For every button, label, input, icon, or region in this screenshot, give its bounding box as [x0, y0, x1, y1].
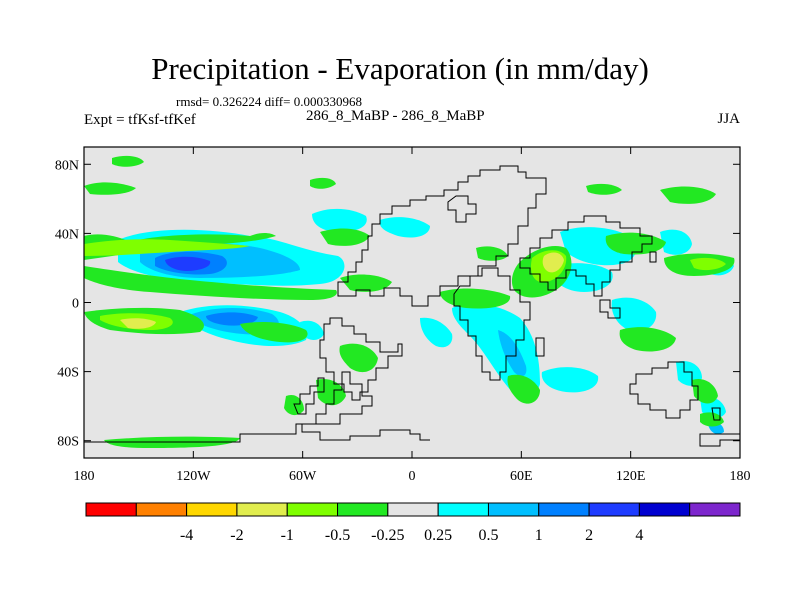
outline-antarctica-east — [699, 433, 740, 447]
colorbar-label: 0.25 — [424, 527, 452, 544]
lon-tick-label: 120E — [616, 469, 646, 484]
green-arctic-patch — [586, 183, 622, 195]
season-label: JJA — [717, 111, 740, 127]
green-pacific-northwest — [660, 186, 716, 204]
colorbar-swatch — [588, 502, 640, 517]
lat-tick-label: 40N — [55, 227, 79, 242]
outline-antarctic-peninsula — [293, 377, 325, 415]
colorbar-label: 1 — [535, 527, 543, 544]
outline-antarctica — [84, 371, 430, 443]
lon-tick-label: 60W — [289, 469, 317, 484]
lon-tick-label: 60E — [510, 469, 533, 484]
colorbar-swatch — [437, 502, 489, 517]
navy-pacific-north-core — [165, 256, 211, 271]
blue-indian-ocean — [498, 330, 527, 377]
colorbar-swatch — [85, 502, 137, 517]
colorbar-label: -4 — [180, 527, 193, 544]
lon-tick-label: 0 — [409, 469, 416, 484]
cyan-east-asia-patch — [660, 229, 692, 255]
green-north-atlantic-patch — [84, 182, 136, 195]
outline-greenland — [447, 195, 477, 223]
longitude-axis: 180 120W 60W 0 60E 120E 180 — [74, 147, 751, 484]
colorbar-label: -1 — [281, 527, 294, 544]
outline-north-america — [337, 165, 547, 307]
outline-japan — [649, 251, 657, 263]
experiment-label: Expt = tfKsf-tfKef — [84, 112, 196, 128]
lon-tick-label: 180 — [730, 469, 751, 484]
green-north-atlantic-patch-2 — [112, 155, 144, 167]
rmsd-diff-stats: rmsd= 0.326224 diff= 0.000330968 — [176, 94, 362, 109]
colorbar-label: 2 — [585, 527, 593, 544]
latitude-axis: 80N 40N 0 40S 80S — [55, 158, 740, 450]
green-africa-band — [440, 288, 511, 309]
lat-tick-label: 80S — [57, 435, 79, 450]
green-southern-ocean-east — [700, 412, 724, 427]
colorbar-swatch — [538, 502, 590, 517]
colorbar-swatch — [689, 502, 741, 517]
lime-north-pacific — [150, 241, 198, 250]
cyan-south-indian — [541, 367, 599, 393]
outline-africa — [453, 267, 531, 381]
outline-australia — [629, 361, 699, 419]
outline-new-zealand — [711, 407, 721, 421]
green-atlantic-tropical — [340, 274, 392, 292]
lat-tick-label: 40S — [57, 366, 79, 381]
green-east-asia — [605, 232, 666, 255]
colorbar-labels: -4 -2 -1 -0.5 -0.25 0.25 0.5 1 2 4 — [180, 527, 643, 544]
yellowgreen-tropical-south-core — [120, 318, 156, 329]
colorbar-swatch — [387, 502, 439, 517]
colorbar-label: 0.5 — [478, 527, 498, 544]
green-pacific-southwest — [619, 327, 676, 352]
outline-south-america — [319, 317, 403, 401]
map-plot-area — [84, 147, 740, 458]
colorbar-label: 4 — [635, 527, 643, 544]
colorbar-swatch — [286, 502, 339, 517]
colorbar-label: -0.5 — [325, 527, 350, 544]
green-north-atlantic-patch-3 — [310, 177, 336, 189]
colorbar-swatch — [487, 502, 540, 517]
lime-pacific-east — [690, 257, 726, 271]
continent-outlines — [84, 165, 740, 447]
colorbar-label: -2 — [230, 527, 243, 544]
negative-anomaly-fields — [84, 155, 735, 448]
lat-tick-label: 0 — [72, 297, 79, 312]
yellow-india-core — [542, 252, 564, 273]
cyan-atlantic-north — [312, 208, 367, 232]
colorbar-swatch — [638, 502, 691, 517]
green-indian-ocean-south — [507, 374, 540, 404]
colorbar — [85, 502, 741, 517]
colorbar-label: -0.25 — [371, 527, 404, 544]
lon-tick-label: 180 — [74, 469, 95, 484]
outline-southeast-asia — [599, 299, 621, 319]
darkblue-pacific-south-core — [206, 312, 258, 326]
green-south-pacific-east — [240, 322, 308, 343]
cyan-south-atlantic — [420, 317, 453, 348]
colorbar-swatch — [337, 502, 389, 517]
plot-title: Precipitation - Evaporation (in mm/day) — [151, 51, 649, 86]
green-north-atlantic-patch-4 — [320, 228, 370, 246]
lon-tick-label: 120W — [176, 469, 211, 484]
colorbar-swatch — [186, 502, 238, 517]
colorbar-swatch — [135, 502, 188, 517]
case-label: 286_8_MaBP - 286_8_MaBP — [306, 108, 485, 124]
green-caribbean — [476, 246, 508, 261]
lat-tick-label: 80N — [55, 158, 79, 173]
outline-madagascar — [535, 337, 545, 357]
colorbar-swatch — [236, 502, 288, 517]
cyan-north-atlantic — [379, 217, 430, 238]
green-south-atlantic — [339, 343, 378, 373]
outline-asia — [519, 215, 653, 297]
cyan-west-pacific — [611, 297, 657, 332]
green-tropical-north-band — [84, 266, 337, 300]
